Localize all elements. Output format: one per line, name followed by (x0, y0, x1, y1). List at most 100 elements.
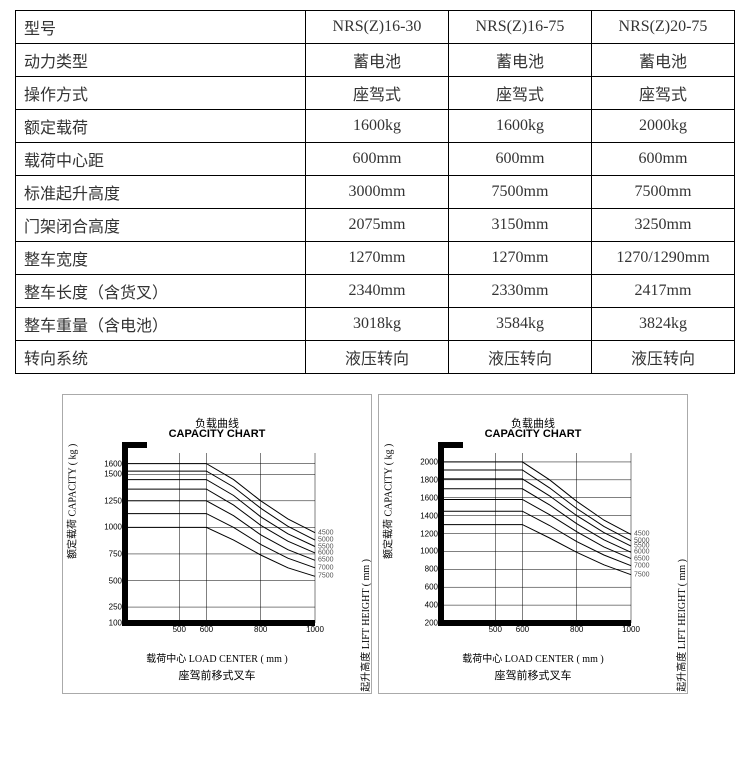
chart-ytick: 1250 (104, 496, 122, 505)
chart-ytick: 2000 (420, 457, 438, 466)
row-val-1: 3000mm (306, 176, 449, 209)
row-val-1: 1600kg (306, 110, 449, 143)
row-val-2: 1270mm (449, 242, 592, 275)
table-row: 载荷中心距600mm600mm600mm (16, 143, 735, 176)
chart-y-label: 额定载荷 CAPACITY ( kg ) (380, 444, 395, 559)
chart-y-label: 额定载荷 CAPACITY ( kg ) (64, 444, 79, 559)
row-val-3: 3250mm (592, 209, 735, 242)
row-label: 动力类型 (16, 44, 306, 77)
chart-x-label: 载荷中心 LOAD CENTER ( mm ) (379, 650, 687, 665)
row-val-1: 座驾式 (306, 77, 449, 110)
chart-ytick: 1600 (104, 459, 122, 468)
row-val-3: 座驾式 (592, 77, 735, 110)
capacity-chart-right: 负载曲线CAPACITY CHART额定载荷 CAPACITY ( kg )起升… (378, 394, 688, 694)
row-val-2: 蓄电池 (449, 44, 592, 77)
row-val-2: 2330mm (449, 275, 592, 308)
row-val-1: 600mm (306, 143, 449, 176)
row-label: 操作方式 (16, 77, 306, 110)
chart-xtick: 800 (254, 625, 267, 634)
header-col-3: NRS(Z)20-75 (592, 11, 735, 44)
chart-title-en: CAPACITY CHART (379, 428, 687, 440)
chart-xtick: 500 (489, 625, 502, 634)
row-label: 整车长度（含货叉） (16, 275, 306, 308)
row-val-3: 液压转向 (592, 341, 735, 374)
row-val-2: 3150mm (449, 209, 592, 242)
row-val-1: 蓄电池 (306, 44, 449, 77)
header-col-2: NRS(Z)16-75 (449, 11, 592, 44)
chart-plot-area: 2004006008001000120014001600180020005006… (441, 453, 631, 623)
row-val-1: 液压转向 (306, 341, 449, 374)
chart-series-label: 7500 (634, 571, 650, 578)
row-val-2: 600mm (449, 143, 592, 176)
row-val-3: 1270/1290mm (592, 242, 735, 275)
chart-footer: 座驾前移式叉车 (379, 667, 687, 683)
chart-xtick: 600 (516, 625, 529, 634)
chart-series-label: 7000 (318, 564, 334, 571)
table-row: 动力类型蓄电池蓄电池蓄电池 (16, 44, 735, 77)
row-val-2: 3584kg (449, 308, 592, 341)
chart-title-en: CAPACITY CHART (63, 428, 371, 440)
chart-xtick: 500 (173, 625, 186, 634)
row-val-3: 2417mm (592, 275, 735, 308)
row-label: 门架闭合高度 (16, 209, 306, 242)
header-col-1: NRS(Z)16-30 (306, 11, 449, 44)
row-val-2: 7500mm (449, 176, 592, 209)
chart-footer: 座驾前移式叉车 (63, 667, 371, 683)
table-row: 操作方式座驾式座驾式座驾式 (16, 77, 735, 110)
chart-series-label: 6500 (634, 555, 650, 562)
chart-plot-area: 1002505007501000125015001600500600800100… (125, 453, 315, 623)
table-row: 标准起升高度3000mm7500mm7500mm (16, 176, 735, 209)
chart-ytick: 200 (425, 619, 438, 628)
row-val-1: 3018kg (306, 308, 449, 341)
chart-series-label: 7500 (318, 573, 334, 580)
table-row: 门架闭合高度2075mm3150mm3250mm (16, 209, 735, 242)
table-row: 转向系统液压转向液压转向液压转向 (16, 341, 735, 374)
chart-ytick: 500 (109, 576, 122, 585)
chart-ytick: 1200 (420, 529, 438, 538)
chart-ytick: 750 (109, 549, 122, 558)
row-label: 整车宽度 (16, 242, 306, 275)
chart-series-label: 4500 (318, 529, 334, 536)
chart-ytick: 600 (425, 583, 438, 592)
row-label: 标准起升高度 (16, 176, 306, 209)
chart-ytick: 400 (425, 601, 438, 610)
chart-ytick: 1500 (104, 470, 122, 479)
table-row: 整车重量（含电池）3018kg3584kg3824kg (16, 308, 735, 341)
spec-table: 型号 NRS(Z)16-30 NRS(Z)16-75 NRS(Z)20-75 动… (15, 10, 735, 374)
chart-xtick: 800 (570, 625, 583, 634)
row-val-3: 7500mm (592, 176, 735, 209)
row-val-3: 3824kg (592, 308, 735, 341)
table-row: 额定载荷1600kg1600kg2000kg (16, 110, 735, 143)
chart-ytick: 1000 (420, 547, 438, 556)
chart-ytick: 800 (425, 565, 438, 574)
row-label: 整车重量（含电池） (16, 308, 306, 341)
row-val-2: 座驾式 (449, 77, 592, 110)
row-val-3: 蓄电池 (592, 44, 735, 77)
row-val-3: 600mm (592, 143, 735, 176)
chart-xtick: 1000 (306, 625, 324, 634)
chart-ytick: 1400 (420, 511, 438, 520)
header-model: 型号 (16, 11, 306, 44)
row-val-1: 2340mm (306, 275, 449, 308)
chart-ytick: 1800 (420, 475, 438, 484)
table-header-row: 型号 NRS(Z)16-30 NRS(Z)16-75 NRS(Z)20-75 (16, 11, 735, 44)
chart-series-label: 6500 (318, 557, 334, 564)
row-label: 转向系统 (16, 341, 306, 374)
row-val-3: 2000kg (592, 110, 735, 143)
chart-ytick: 1600 (420, 493, 438, 502)
chart-ytick: 1000 (104, 523, 122, 532)
row-label: 载荷中心距 (16, 143, 306, 176)
chart-xtick: 600 (200, 625, 213, 634)
chart-series-label: 7000 (634, 562, 650, 569)
row-val-2: 1600kg (449, 110, 592, 143)
chart-ytick: 250 (109, 603, 122, 612)
chart-xtick: 1000 (622, 625, 640, 634)
table-row: 整车长度（含货叉）2340mm2330mm2417mm (16, 275, 735, 308)
row-label: 额定载荷 (16, 110, 306, 143)
chart-ytick: 100 (109, 619, 122, 628)
row-val-1: 2075mm (306, 209, 449, 242)
chart-x-label: 载荷中心 LOAD CENTER ( mm ) (63, 650, 371, 665)
table-row: 整车宽度1270mm1270mm1270/1290mm (16, 242, 735, 275)
row-val-2: 液压转向 (449, 341, 592, 374)
row-val-1: 1270mm (306, 242, 449, 275)
